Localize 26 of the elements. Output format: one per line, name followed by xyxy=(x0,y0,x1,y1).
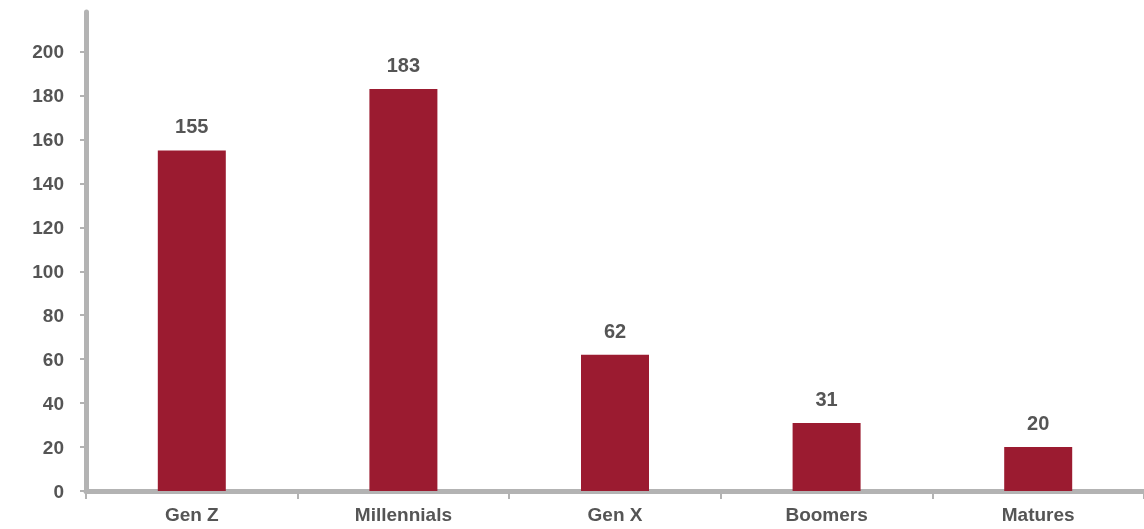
y-tick-label: 0 xyxy=(53,480,64,502)
y-tick-label: 60 xyxy=(42,348,64,370)
x-tick-label: Gen Z xyxy=(164,504,220,525)
data-label: 20 xyxy=(1027,412,1050,435)
bar xyxy=(581,354,649,491)
y-tick-label: 20 xyxy=(42,436,64,458)
x-tick-label: Millennials xyxy=(354,504,452,525)
bar xyxy=(157,150,226,491)
bar xyxy=(792,422,861,491)
y-tick-label: 100 xyxy=(32,260,64,282)
x-tick-label: Boomers xyxy=(785,504,868,525)
y-tick-label: 120 xyxy=(32,216,64,238)
y-tick-label: 160 xyxy=(32,128,64,150)
data-label: 31 xyxy=(815,387,838,410)
y-tick-label: 140 xyxy=(32,172,64,194)
x-tick-label: Matures xyxy=(1001,504,1075,525)
y-tick-label: 40 xyxy=(42,392,64,414)
y-tick-label: 200 xyxy=(32,41,64,63)
data-label: 155 xyxy=(175,115,209,138)
bar xyxy=(369,88,438,491)
data-label: 62 xyxy=(603,319,627,342)
bar xyxy=(1004,447,1073,491)
y-tick-label: 80 xyxy=(42,304,64,326)
y-tick-label: 180 xyxy=(32,85,64,106)
x-tick-label: Gen X xyxy=(587,504,643,525)
data-label: 183 xyxy=(386,53,421,76)
